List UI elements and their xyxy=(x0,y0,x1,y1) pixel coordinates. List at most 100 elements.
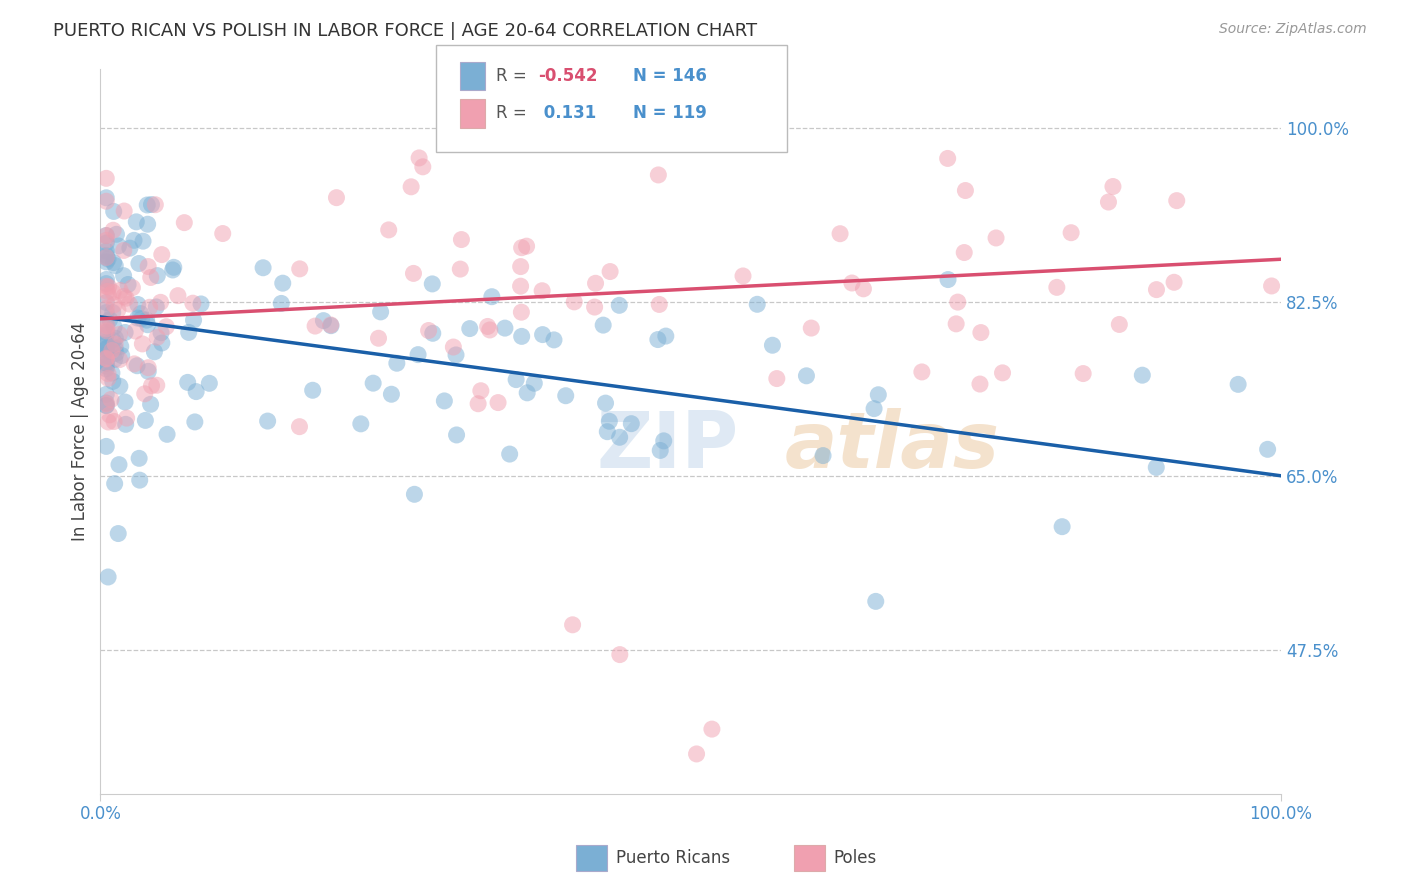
Point xyxy=(609,430,631,444)
Point xyxy=(146,330,169,344)
Point xyxy=(97,288,120,302)
Point xyxy=(510,241,533,255)
Point xyxy=(176,376,198,390)
Point xyxy=(198,376,221,391)
Point xyxy=(128,256,150,270)
Point xyxy=(136,318,159,332)
Point xyxy=(420,277,443,291)
Point xyxy=(252,260,274,275)
Text: N = 146: N = 146 xyxy=(633,67,707,85)
Text: ZIP: ZIP xyxy=(596,408,738,483)
Point xyxy=(1260,279,1282,293)
Point xyxy=(647,333,669,347)
Point xyxy=(312,313,335,327)
Point xyxy=(361,376,384,391)
Point xyxy=(124,324,146,338)
Point xyxy=(595,396,617,410)
Point xyxy=(96,255,118,269)
Point xyxy=(127,359,149,373)
Point xyxy=(96,295,118,310)
Point xyxy=(444,348,467,362)
Point xyxy=(96,228,118,243)
Point xyxy=(585,277,607,291)
Point xyxy=(936,152,959,166)
Point xyxy=(761,338,783,352)
Point xyxy=(183,313,205,327)
Point xyxy=(125,215,148,229)
Point xyxy=(104,259,127,273)
Point xyxy=(1108,318,1130,332)
Point xyxy=(510,329,533,343)
Point xyxy=(852,282,875,296)
Point xyxy=(114,395,136,409)
Point xyxy=(173,216,195,230)
Point xyxy=(620,417,643,431)
Point xyxy=(450,233,472,247)
Point xyxy=(141,378,163,392)
Point xyxy=(256,414,278,428)
Point xyxy=(103,415,125,429)
Point xyxy=(122,357,145,371)
Point xyxy=(115,291,138,305)
Point xyxy=(747,297,769,311)
Point xyxy=(828,227,851,241)
Point xyxy=(145,300,167,314)
Point xyxy=(96,233,118,247)
Point xyxy=(96,334,118,349)
Point xyxy=(97,415,120,429)
Point xyxy=(96,342,118,356)
Point xyxy=(377,223,399,237)
Point xyxy=(118,297,141,311)
Point xyxy=(304,319,326,334)
Point xyxy=(114,326,136,340)
Point xyxy=(385,356,408,370)
Point xyxy=(96,351,118,366)
Point xyxy=(561,617,583,632)
Point xyxy=(104,476,127,491)
Point xyxy=(412,160,434,174)
Point xyxy=(516,385,538,400)
Point xyxy=(101,334,124,348)
Point xyxy=(984,231,1007,245)
Point xyxy=(1097,194,1119,209)
Point xyxy=(108,458,131,472)
Y-axis label: In Labor Force | Age 20-64: In Labor Force | Age 20-64 xyxy=(72,321,89,541)
Point xyxy=(700,722,723,736)
Point xyxy=(143,344,166,359)
Point xyxy=(103,255,125,269)
Point xyxy=(652,434,675,448)
Point xyxy=(1146,283,1168,297)
Point xyxy=(863,401,886,416)
Point xyxy=(110,339,132,353)
Point xyxy=(406,348,429,362)
Point xyxy=(108,352,131,367)
Point xyxy=(648,297,671,311)
Point xyxy=(607,298,630,312)
Text: -0.542: -0.542 xyxy=(538,67,598,85)
Point xyxy=(96,228,118,243)
Point xyxy=(516,239,538,253)
Point xyxy=(647,168,669,182)
Point xyxy=(105,346,128,360)
Point xyxy=(811,449,834,463)
Point xyxy=(96,285,118,299)
Point xyxy=(97,371,120,385)
Point xyxy=(115,411,138,425)
Point xyxy=(96,439,118,453)
Point xyxy=(146,268,169,283)
Point xyxy=(108,379,131,393)
Point xyxy=(128,473,150,487)
Point xyxy=(96,248,118,262)
Point xyxy=(98,408,121,422)
Point xyxy=(107,239,129,253)
Point xyxy=(592,318,614,332)
Point xyxy=(96,327,118,342)
Point xyxy=(96,399,118,413)
Point xyxy=(134,386,156,401)
Point xyxy=(96,356,118,370)
Point xyxy=(470,384,492,398)
Point xyxy=(114,417,136,432)
Point xyxy=(112,204,135,219)
Point xyxy=(271,276,294,290)
Point xyxy=(141,197,163,211)
